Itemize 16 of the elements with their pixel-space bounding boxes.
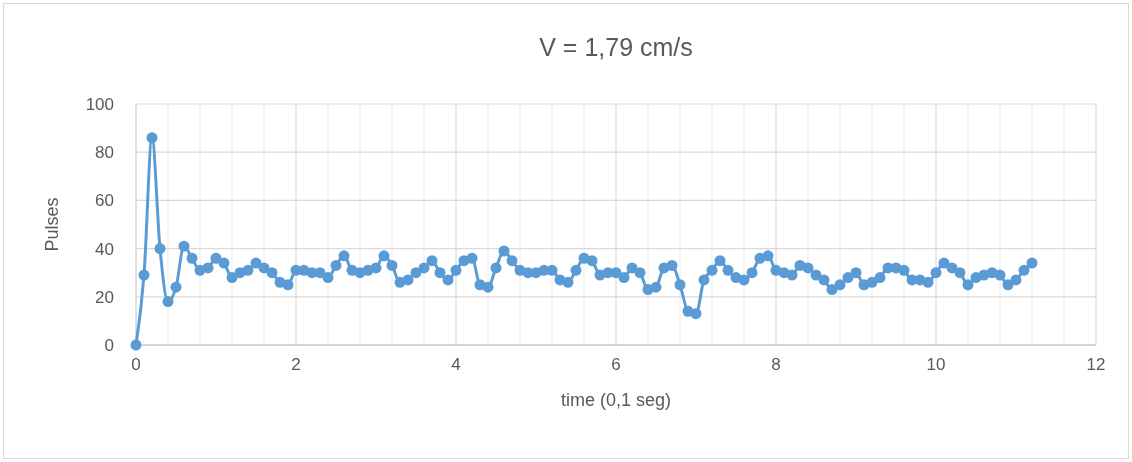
y-tick-label: 60 (95, 191, 114, 211)
x-tick-label: 2 (291, 355, 301, 374)
y-axis-title: Pulses (42, 197, 62, 252)
x-tick-label: 12 (1086, 355, 1106, 374)
x-axis-title: time (0,1 seg) (560, 390, 672, 410)
x-tick-label: 4 (451, 355, 461, 374)
y-tick-label: 100 (85, 94, 114, 114)
chart-title: V = 1,79 cm/s (539, 33, 693, 61)
x-tick-label: 10 (926, 355, 946, 374)
y-tick-label: 40 (95, 239, 114, 259)
x-tick-label: 6 (611, 355, 621, 374)
x-tick-label: 8 (771, 355, 781, 374)
x-tick-label: 0 (131, 355, 141, 374)
y-tick-label: 20 (95, 287, 114, 307)
y-tick-label: 0 (104, 335, 114, 355)
y-tick-label: 80 (95, 143, 114, 163)
